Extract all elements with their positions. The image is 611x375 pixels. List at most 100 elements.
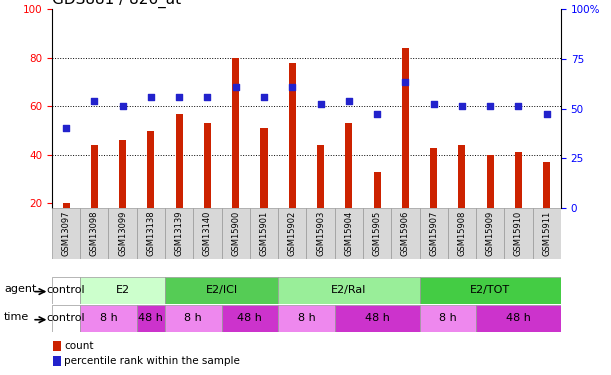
Bar xyxy=(289,63,296,208)
Bar xyxy=(363,208,391,259)
Point xyxy=(485,104,495,110)
Text: GSM13097: GSM13097 xyxy=(62,211,71,256)
Text: GDS881 / 826_at: GDS881 / 826_at xyxy=(52,0,181,8)
Point xyxy=(514,104,524,110)
Bar xyxy=(52,208,80,259)
Text: control: control xyxy=(47,314,86,323)
Bar xyxy=(278,277,420,304)
Bar xyxy=(91,145,98,208)
Bar xyxy=(335,208,363,259)
Text: GSM15910: GSM15910 xyxy=(514,211,523,256)
Bar xyxy=(430,147,437,208)
Text: GSM15906: GSM15906 xyxy=(401,211,410,256)
Text: GSM15900: GSM15900 xyxy=(231,211,240,256)
Text: percentile rank within the sample: percentile rank within the sample xyxy=(64,356,240,366)
Bar xyxy=(165,305,222,332)
Text: GSM13099: GSM13099 xyxy=(118,211,127,256)
Text: E2/TOT: E2/TOT xyxy=(470,285,510,295)
Bar xyxy=(420,208,448,259)
Bar xyxy=(317,145,324,208)
Bar xyxy=(80,305,137,332)
Bar xyxy=(52,277,80,304)
Bar xyxy=(278,305,335,332)
Bar xyxy=(504,208,533,259)
Bar xyxy=(345,123,353,208)
Bar xyxy=(335,305,420,332)
Point xyxy=(542,111,552,117)
Bar xyxy=(306,208,335,259)
Point xyxy=(287,84,297,90)
Point xyxy=(118,104,128,110)
Text: control: control xyxy=(47,285,86,295)
Bar xyxy=(193,208,222,259)
Bar xyxy=(80,208,109,259)
Bar xyxy=(476,305,561,332)
Point xyxy=(146,94,156,100)
Bar xyxy=(165,208,193,259)
Text: GSM13098: GSM13098 xyxy=(90,211,99,256)
Point xyxy=(259,94,269,100)
Bar xyxy=(53,356,61,366)
Text: GSM15909: GSM15909 xyxy=(486,211,495,256)
Point xyxy=(231,84,241,90)
Bar xyxy=(137,305,165,332)
Text: 8 h: 8 h xyxy=(298,314,315,323)
Text: E2: E2 xyxy=(115,285,130,295)
Bar xyxy=(165,277,278,304)
Bar xyxy=(119,140,126,208)
Point xyxy=(372,111,382,117)
Bar xyxy=(80,277,165,304)
Bar xyxy=(260,128,268,208)
Bar xyxy=(137,208,165,259)
Text: count: count xyxy=(64,341,93,351)
Bar xyxy=(543,162,551,208)
Bar xyxy=(487,155,494,208)
Text: E2/Ral: E2/Ral xyxy=(331,285,367,295)
Bar xyxy=(458,145,466,208)
Text: GSM15905: GSM15905 xyxy=(373,211,382,256)
Text: GSM15902: GSM15902 xyxy=(288,211,297,256)
Text: GSM13138: GSM13138 xyxy=(147,211,155,256)
Text: GSM15911: GSM15911 xyxy=(542,211,551,256)
Text: time: time xyxy=(4,312,29,322)
Bar xyxy=(52,305,80,332)
Point xyxy=(344,99,354,105)
Text: GSM15907: GSM15907 xyxy=(429,211,438,256)
Bar xyxy=(222,208,250,259)
Text: 8 h: 8 h xyxy=(439,314,456,323)
Text: GSM13139: GSM13139 xyxy=(175,211,184,256)
Bar xyxy=(232,58,240,208)
Text: 8 h: 8 h xyxy=(100,314,117,323)
Point xyxy=(316,101,326,107)
Text: agent: agent xyxy=(4,284,37,294)
Bar xyxy=(109,208,137,259)
Text: 48 h: 48 h xyxy=(365,314,390,323)
Text: 48 h: 48 h xyxy=(139,314,163,323)
Bar xyxy=(420,277,561,304)
Text: 48 h: 48 h xyxy=(238,314,262,323)
Bar xyxy=(53,340,61,351)
Text: GSM13140: GSM13140 xyxy=(203,211,212,256)
Bar xyxy=(420,305,476,332)
Bar xyxy=(476,208,504,259)
Bar xyxy=(250,208,278,259)
Text: 48 h: 48 h xyxy=(506,314,531,323)
Point xyxy=(174,94,184,100)
Point xyxy=(61,125,71,131)
Bar xyxy=(448,208,476,259)
Point xyxy=(203,94,213,100)
Text: GSM15901: GSM15901 xyxy=(260,211,268,256)
Bar xyxy=(204,123,211,208)
Bar xyxy=(62,203,70,208)
Point xyxy=(457,104,467,110)
Bar xyxy=(533,208,561,259)
Text: 8 h: 8 h xyxy=(185,314,202,323)
Bar xyxy=(391,208,420,259)
Bar xyxy=(373,172,381,208)
Point xyxy=(429,101,439,107)
Text: GSM15904: GSM15904 xyxy=(345,211,353,256)
Text: GSM15903: GSM15903 xyxy=(316,211,325,256)
Point xyxy=(89,99,99,105)
Text: GSM15908: GSM15908 xyxy=(458,211,466,256)
Point xyxy=(400,79,410,85)
